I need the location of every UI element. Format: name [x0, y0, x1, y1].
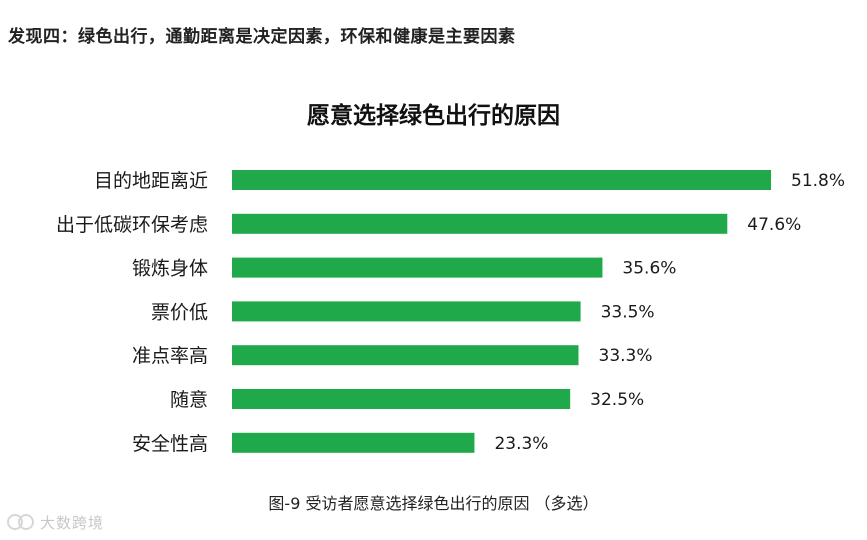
value-label: 33.3% — [599, 346, 653, 366]
bar-2 — [232, 257, 603, 278]
headline: 发现四：绿色出行，通勤距离是决定因素，环保和健康是主要因素 — [8, 27, 516, 47]
category-label: 随意 — [170, 389, 208, 411]
watermark-text: 大数跨境 — [40, 513, 105, 532]
value-label: 32.5% — [590, 390, 644, 410]
category-label: 锻炼身体 — [132, 258, 208, 280]
value-label: 47.6% — [747, 215, 801, 235]
value-label: 35.6% — [622, 259, 676, 279]
category-label: 准点率高 — [132, 345, 208, 367]
watermark: 大数跨境 — [6, 510, 104, 534]
figure-caption: 图-9 受访者愿意选择绿色出行的原因 （多选） — [268, 494, 599, 513]
bar-1 — [232, 213, 728, 234]
category-label: 目的地距离近 — [94, 170, 208, 192]
category-label: 出于低碳环保考虑 — [56, 214, 208, 236]
chart-title: 愿意选择绿色出行的原因 — [307, 103, 560, 129]
bar-3 — [232, 301, 581, 322]
category-label: 票价低 — [151, 301, 208, 323]
value-label: 33.5% — [601, 302, 655, 322]
bar-6 — [232, 432, 475, 453]
value-label: 23.3% — [494, 434, 548, 454]
bar-4 — [232, 345, 579, 366]
cn-logo-icon — [7, 514, 34, 530]
value-label: 51.8% — [791, 171, 845, 191]
bar-0 — [232, 170, 771, 190]
bar-5 — [232, 389, 571, 409]
category-label: 安全性高 — [132, 433, 208, 455]
